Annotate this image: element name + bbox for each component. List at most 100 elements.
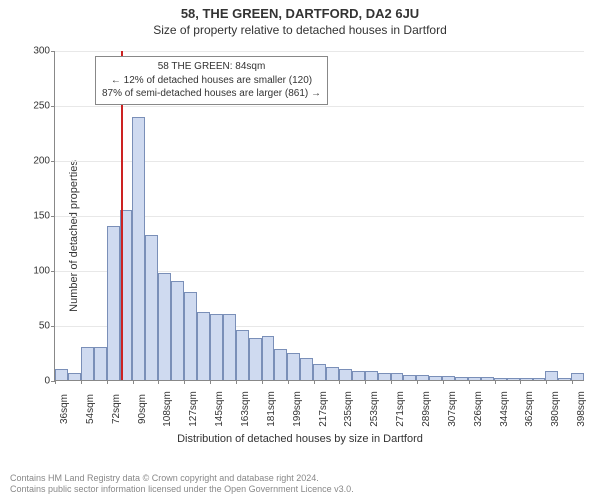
xtick-label: 307sqm — [443, 391, 458, 427]
footer-line1: Contains HM Land Registry data © Crown c… — [10, 473, 354, 485]
histogram-bar — [171, 281, 184, 380]
histogram-bar — [481, 377, 494, 380]
histogram-bar — [429, 376, 442, 380]
histogram-bar — [274, 349, 287, 380]
histogram-bar — [416, 375, 429, 380]
histogram-bar — [210, 314, 223, 380]
xtick-mark — [184, 380, 185, 384]
ytick-label: 250 — [33, 101, 55, 112]
xtick-mark — [495, 380, 496, 384]
xtick-mark — [55, 380, 56, 384]
xtick-label: 344sqm — [495, 391, 510, 427]
xtick-label: 181sqm — [262, 391, 277, 427]
histogram-bar — [494, 378, 507, 380]
histogram-bar — [55, 369, 68, 380]
xtick-label: 127sqm — [184, 391, 199, 427]
histogram-bar — [81, 347, 94, 380]
histogram-bar — [339, 369, 352, 380]
footer-attribution: Contains HM Land Registry data © Crown c… — [10, 473, 354, 496]
xtick-label: 362sqm — [520, 391, 535, 427]
xtick-label: 398sqm — [572, 391, 587, 427]
histogram-bar — [378, 373, 391, 380]
histogram-bar — [558, 378, 571, 380]
xtick-mark — [546, 380, 547, 384]
histogram-bar — [571, 373, 584, 380]
histogram-bar — [184, 292, 197, 380]
histogram-bar — [545, 371, 558, 380]
xtick-mark — [133, 380, 134, 384]
xtick-mark — [107, 380, 108, 384]
xtick-mark — [469, 380, 470, 384]
xtick-mark — [288, 380, 289, 384]
xtick-label: 163sqm — [236, 391, 251, 427]
xtick-label: 36sqm — [55, 394, 70, 424]
xtick-mark — [520, 380, 521, 384]
page-title: 58, THE GREEN, DARTFORD, DA2 6JU — [0, 0, 600, 21]
xtick-label: 289sqm — [417, 391, 432, 427]
xtick-label: 380sqm — [546, 391, 561, 427]
plot-area: 05010015020025030036sqm54sqm72sqm90sqm10… — [54, 51, 584, 381]
xtick-mark — [236, 380, 237, 384]
ytick-label: 50 — [39, 321, 55, 332]
info-line-larger: 87% of semi-detached houses are larger (… — [102, 87, 321, 101]
xtick-mark — [210, 380, 211, 384]
histogram-bar — [287, 353, 300, 380]
xtick-label: 199sqm — [288, 391, 303, 427]
histogram-bar — [132, 117, 145, 380]
ytick-label: 0 — [44, 376, 55, 387]
xtick-label: 326sqm — [469, 391, 484, 427]
chart-container: Number of detached properties 0501001502… — [0, 41, 600, 431]
histogram-bar — [197, 312, 210, 380]
histogram-bar — [262, 336, 275, 380]
histogram-bar — [403, 375, 416, 380]
xtick-mark — [314, 380, 315, 384]
histogram-bar — [520, 378, 533, 380]
xtick-mark — [262, 380, 263, 384]
xtick-label: 108sqm — [158, 391, 173, 427]
info-line-property: 58 THE GREEN: 84sqm — [102, 60, 321, 74]
histogram-bar — [94, 347, 107, 380]
histogram-bar — [455, 377, 468, 380]
xtick-mark — [365, 380, 366, 384]
x-axis-label: Distribution of detached houses by size … — [0, 433, 600, 445]
histogram-bar — [507, 378, 520, 380]
histogram-bar — [107, 226, 120, 380]
histogram-bar — [391, 373, 404, 380]
histogram-bar — [352, 371, 365, 380]
histogram-bar — [468, 377, 481, 380]
footer-line2: Contains public sector information licen… — [10, 484, 354, 496]
page-subtitle: Size of property relative to detached ho… — [0, 21, 600, 41]
xtick-mark — [158, 380, 159, 384]
histogram-bar — [145, 235, 158, 380]
histogram-bar — [223, 314, 236, 380]
histogram-bar — [365, 371, 378, 380]
xtick-label: 253sqm — [365, 391, 380, 427]
xtick-label: 72sqm — [107, 394, 122, 424]
xtick-label: 54sqm — [81, 394, 96, 424]
xtick-label: 145sqm — [210, 391, 225, 427]
histogram-bar — [442, 376, 455, 380]
histogram-bar — [236, 330, 249, 380]
xtick-mark — [443, 380, 444, 384]
xtick-label: 271sqm — [391, 391, 406, 427]
xtick-label: 235sqm — [339, 391, 354, 427]
histogram-bar — [68, 373, 81, 380]
histogram-bar — [158, 273, 171, 380]
ytick-label: 200 — [33, 156, 55, 167]
xtick-mark — [417, 380, 418, 384]
xtick-mark — [391, 380, 392, 384]
xtick-label: 217sqm — [314, 391, 329, 427]
xtick-label: 90sqm — [133, 394, 148, 424]
ytick-label: 150 — [33, 211, 55, 222]
histogram-bar — [533, 378, 546, 380]
histogram-bar — [300, 358, 313, 380]
xtick-mark — [572, 380, 573, 384]
histogram-bar — [326, 367, 339, 380]
histogram-bar — [313, 364, 326, 380]
xtick-mark — [81, 380, 82, 384]
histogram-bar — [249, 338, 262, 380]
info-line-smaller: ← 12% of detached houses are smaller (12… — [102, 74, 321, 88]
ytick-label: 100 — [33, 266, 55, 277]
ytick-label: 300 — [33, 46, 55, 57]
xtick-mark — [339, 380, 340, 384]
